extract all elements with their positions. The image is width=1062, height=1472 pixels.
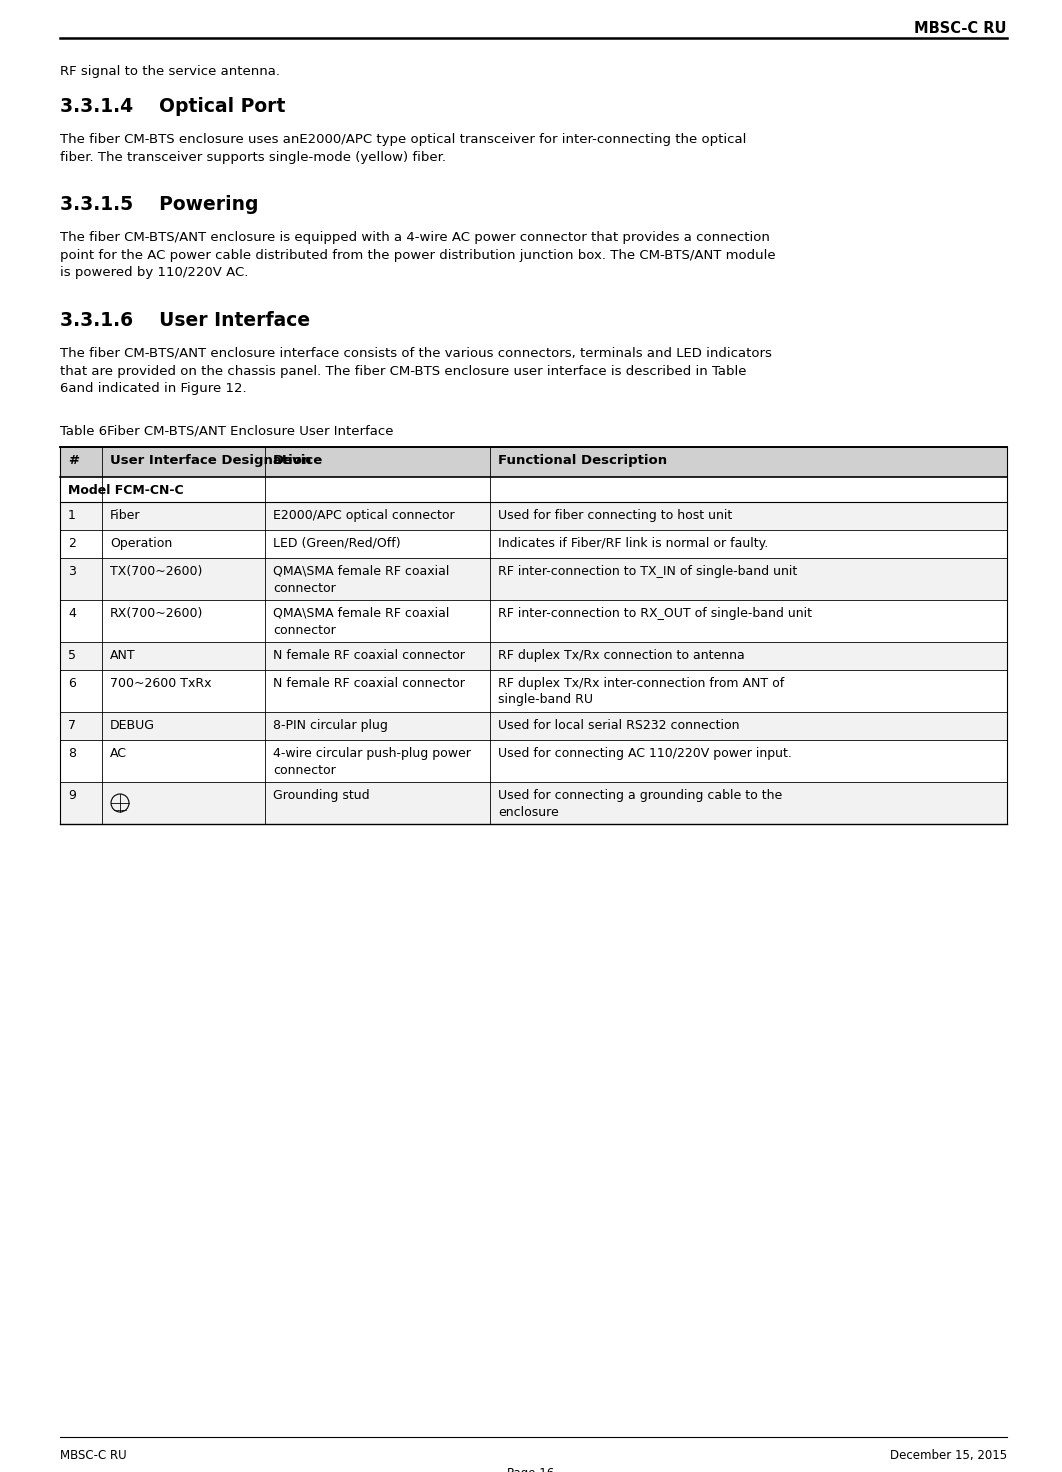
Text: 8-PIN circular plug: 8-PIN circular plug (273, 718, 388, 732)
Text: Model FCM-CN-C: Model FCM-CN-C (68, 484, 184, 498)
Bar (59, 642, 1007, 670)
Text: RX(700~2600): RX(700~2600) (110, 606, 204, 620)
Text: Used for local serial RS232 connection: Used for local serial RS232 connection (498, 718, 739, 732)
Text: LED (Green/Red/Off): LED (Green/Red/Off) (273, 537, 400, 551)
Text: Used for fiber connecting to host unit: Used for fiber connecting to host unit (498, 509, 733, 523)
Text: #: # (68, 453, 79, 467)
Bar (59, 740, 1007, 782)
Text: MBSC-C RU: MBSC-C RU (59, 1448, 126, 1462)
Text: DEBUG: DEBUG (110, 718, 155, 732)
Text: The fiber CM-BTS/ANT enclosure is equipped with a 4-wire AC power connector that: The fiber CM-BTS/ANT enclosure is equipp… (59, 231, 775, 280)
Bar (59, 782, 1007, 824)
Text: RF inter-connection to RX_OUT of single-band unit: RF inter-connection to RX_OUT of single-… (498, 606, 812, 620)
Text: 4-wire circular push-plug power
connector: 4-wire circular push-plug power connecto… (273, 746, 470, 777)
Text: 4: 4 (68, 606, 75, 620)
Text: RF inter-connection to TX_IN of single-band unit: RF inter-connection to TX_IN of single-b… (498, 565, 798, 578)
Text: 2: 2 (68, 537, 75, 551)
Text: E2000/APC optical connector: E2000/APC optical connector (273, 509, 455, 523)
Text: 3.3.1.4    Optical Port: 3.3.1.4 Optical Port (59, 97, 286, 116)
Text: 6: 6 (68, 677, 75, 690)
Bar (59, 601, 1007, 642)
Text: Operation: Operation (110, 537, 172, 551)
Text: The fiber CM-BTS enclosure uses anE2000/APC type optical transceiver for inter-c: The fiber CM-BTS enclosure uses anE2000/… (59, 132, 747, 163)
Text: Device: Device (273, 453, 323, 467)
Text: 3: 3 (68, 565, 75, 578)
Text: 5: 5 (68, 649, 76, 662)
Text: QMA\SMA female RF coaxial
connector: QMA\SMA female RF coaxial connector (273, 565, 449, 595)
Text: 9: 9 (68, 789, 75, 802)
Text: 8: 8 (68, 746, 76, 760)
Text: AC: AC (110, 746, 127, 760)
Text: ANT: ANT (110, 649, 136, 662)
Text: User Interface Designation: User Interface Designation (110, 453, 311, 467)
Bar (59, 447, 1007, 477)
Text: Indicates if Fiber/RF link is normal or faulty.: Indicates if Fiber/RF link is normal or … (498, 537, 768, 551)
Bar (59, 670, 1007, 712)
Text: N female RF coaxial connector: N female RF coaxial connector (273, 677, 465, 690)
Text: Table 6Fiber CM-BTS/ANT Enclosure User Interface: Table 6Fiber CM-BTS/ANT Enclosure User I… (59, 425, 394, 439)
Text: 3.3.1.5    Powering: 3.3.1.5 Powering (59, 194, 258, 213)
Bar (59, 502, 1007, 530)
Text: Functional Description: Functional Description (498, 453, 667, 467)
Bar (59, 712, 1007, 740)
Text: 7: 7 (68, 718, 76, 732)
Text: Page 16: Page 16 (508, 1468, 554, 1472)
Bar (59, 558, 1007, 601)
Text: Used for connecting a grounding cable to the
enclosure: Used for connecting a grounding cable to… (498, 789, 783, 818)
Text: RF signal to the service antenna.: RF signal to the service antenna. (59, 65, 280, 78)
Text: N female RF coaxial connector: N female RF coaxial connector (273, 649, 465, 662)
Text: RF duplex Tx/Rx inter-connection from ANT of
single-band RU: RF duplex Tx/Rx inter-connection from AN… (498, 677, 784, 707)
Text: RF duplex Tx/Rx connection to antenna: RF duplex Tx/Rx connection to antenna (498, 649, 744, 662)
Bar (59, 530, 1007, 558)
Text: The fiber CM-BTS/ANT enclosure interface consists of the various connectors, ter: The fiber CM-BTS/ANT enclosure interface… (59, 347, 772, 394)
Text: Grounding stud: Grounding stud (273, 789, 370, 802)
Text: Used for connecting AC 110/220V power input.: Used for connecting AC 110/220V power in… (498, 746, 792, 760)
Text: MBSC-C RU: MBSC-C RU (914, 21, 1007, 35)
Text: December 15, 2015: December 15, 2015 (890, 1448, 1007, 1462)
Text: QMA\SMA female RF coaxial
connector: QMA\SMA female RF coaxial connector (273, 606, 449, 636)
Text: 1: 1 (68, 509, 75, 523)
Text: Fiber: Fiber (110, 509, 140, 523)
Text: 700~2600 TxRx: 700~2600 TxRx (110, 677, 211, 690)
Text: 3.3.1.6    User Interface: 3.3.1.6 User Interface (59, 311, 310, 330)
Text: TX(700~2600): TX(700~2600) (110, 565, 203, 578)
